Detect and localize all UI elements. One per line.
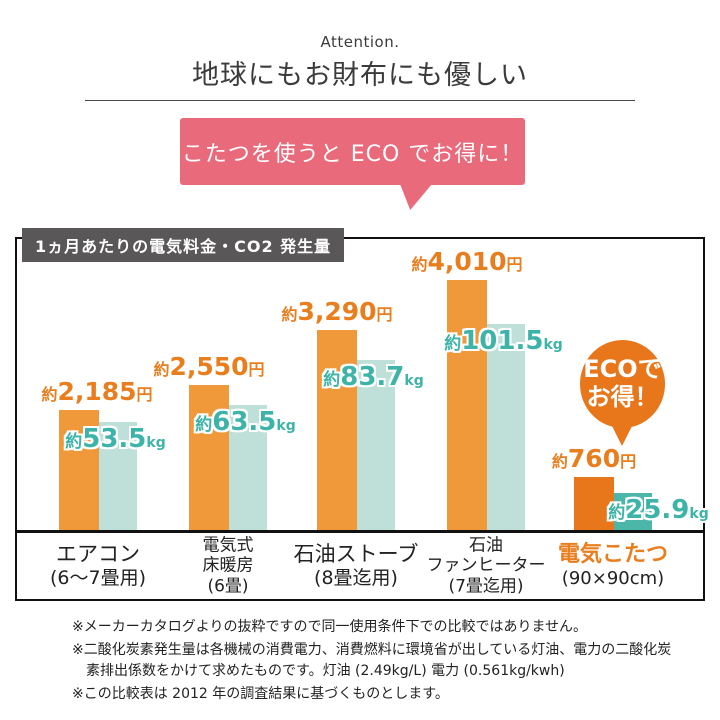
category-label: 石油ストーブ (8畳迄用) [293, 542, 419, 590]
co2-bar [224, 405, 267, 530]
cost-value-label: 約3,290円 [281, 297, 393, 326]
co2-bar [352, 360, 395, 530]
cost-bar [574, 477, 614, 530]
footnote-item: ※メーカーカタログよりの抜粋ですので同一使用条件下での比較ではありません。 [72, 619, 588, 635]
cost-value-label: 約4,010円 [411, 247, 523, 276]
eyebrow-text: Attention. [320, 33, 400, 51]
co2-value-label: 約83.7kg [323, 362, 424, 392]
category-label: 電気式 床暖房 (6畳) [202, 535, 254, 597]
co2-value-label: 約53.5kg [65, 424, 166, 454]
co2-value-label: 約63.5kg [195, 407, 296, 437]
category-label: エアコン (6〜7畳用) [49, 542, 147, 590]
cost-value-label: 約2,550円 [153, 352, 265, 381]
chart-panel: 約2,185円約53.5kg 約2,550円約63.5kg 約3,290円約83.7… [15, 237, 709, 601]
co2-bar [94, 422, 137, 530]
plot-area: 約2,185円約53.5kg 約2,550円約63.5kg 約3,290円約83.7… [17, 239, 709, 533]
category-label: 石油 ファンヒーター (7畳迄用) [426, 535, 546, 597]
speech-bubble-tail [400, 184, 432, 210]
footnotes: ※メーカーカタログよりの抜粋ですので同一使用条件下での比較ではありません。 ※二酸… [72, 617, 672, 707]
eco-badge-line2: お得！ [586, 383, 659, 411]
category-label: 電気こたつ (90×90cm) [557, 542, 669, 590]
cost-bar [59, 410, 99, 530]
co2-bar [482, 324, 525, 530]
cost-value-label: 約2,185円 [41, 377, 153, 406]
co2-value-label: 約101.5kg [444, 326, 563, 356]
chart-title: 1ヵ月あたりの電気料金・CO2 発生量 [35, 237, 332, 256]
cost-bar [317, 330, 357, 530]
eco-badge: ECOで お得！ [580, 340, 665, 446]
chart-title-chip: 1ヵ月あたりの電気料金・CO2 発生量 [22, 228, 345, 262]
eco-badge-line1: ECOで [583, 355, 662, 384]
co2-value-label: 約25.9kg [608, 495, 709, 525]
category-axis: エアコン (6〜7畳用) 電気式 床暖房 (6畳) 石油ストーブ (8畳迄用) 石油 ファンヒー… [17, 533, 703, 599]
footnote-item: ※この比較表は 2012 年の調査結果に基づくものとします。 [72, 685, 449, 702]
page-title: 地球にもお財布にも優しい [192, 60, 528, 91]
cost-bar [447, 280, 487, 530]
footnote-item: ※二酸化炭素発生量は各機械の消費電力、消費燃料に環境省が出している灯油、電力の二… [72, 642, 672, 679]
co2-bar [609, 493, 652, 530]
title-divider [85, 100, 635, 101]
speech-bubble-text: こたつを使うと ECO でお得に！ [181, 141, 524, 167]
speech-bubble: こたつを使うと ECO でお得に！ [180, 118, 525, 210]
cost-bar [189, 385, 229, 530]
cost-value-label: 約760円 [551, 444, 637, 473]
